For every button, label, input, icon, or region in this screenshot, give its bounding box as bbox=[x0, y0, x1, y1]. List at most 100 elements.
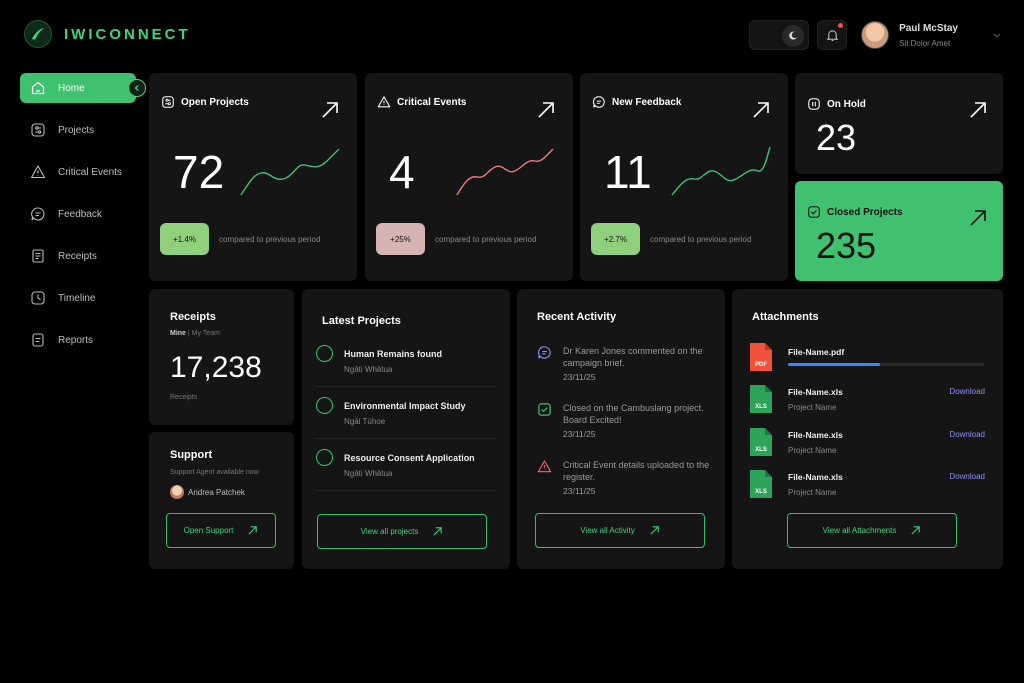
on-hold-card[interactable]: On Hold 23 bbox=[795, 73, 1003, 174]
tab-mine[interactable]: Mine bbox=[170, 330, 186, 337]
sidebar-item-home[interactable]: Home bbox=[20, 73, 146, 103]
file-name: File-Name.xls bbox=[788, 472, 843, 482]
sidebar-item-label: Reports bbox=[58, 334, 94, 346]
card-title: Open Projects bbox=[181, 96, 249, 108]
open-projects-card[interactable]: Open Projects 72 +1.4% compared to previ… bbox=[149, 73, 357, 281]
arrow-up-right-icon bbox=[911, 526, 921, 535]
card-title: Critical Events bbox=[397, 96, 467, 108]
notifications-button[interactable] bbox=[817, 20, 848, 50]
project-title: Resource Consent Application bbox=[344, 453, 475, 463]
support-card: Support Support Agent available now Andr… bbox=[149, 432, 294, 569]
activity-text: Critical Event details uploaded to the r… bbox=[563, 460, 710, 482]
sidebar-item-label: Feedback bbox=[58, 208, 102, 220]
download-link[interactable]: Download bbox=[949, 430, 985, 439]
closed-projects-value: 235 bbox=[816, 225, 877, 266]
sidebar-item-label: Timeline bbox=[58, 292, 96, 304]
new-feedback-delta-badge: +2.7% bbox=[591, 223, 640, 255]
sidebar-item-projects[interactable]: Projects bbox=[20, 115, 144, 145]
file-project: Project Name bbox=[788, 446, 837, 455]
closed-projects-card[interactable]: Closed Projects 235 bbox=[795, 181, 1003, 281]
receipts-value: 17,238 bbox=[170, 351, 262, 384]
critical-events-card[interactable]: Critical Events 4 +25% compared to previ… bbox=[365, 73, 573, 281]
upload-progress-bar bbox=[788, 363, 984, 366]
new-feedback-card[interactable]: New Feedback 11 +2.7% compared to previo… bbox=[580, 73, 788, 281]
button-label: View all projects bbox=[360, 527, 419, 536]
list-item[interactable]: Resource Consent Application Ngāti Whātu… bbox=[314, 447, 496, 491]
sidebar-item-reports[interactable]: Reports bbox=[20, 325, 144, 355]
attachment-row[interactable]: PDF File-Name.pdf bbox=[750, 343, 985, 373]
agent-name: Andrea Patchek bbox=[188, 487, 245, 497]
download-link[interactable]: Download bbox=[949, 472, 985, 481]
open-support-button[interactable]: Open Support bbox=[166, 513, 276, 548]
brand-name: IWICONNECT bbox=[64, 25, 191, 43]
attachments-title: Attachments bbox=[752, 311, 819, 323]
recent-activity-title: Recent Activity bbox=[537, 311, 617, 323]
receipts-title: Receipts bbox=[170, 311, 216, 323]
arrow-up-right-icon bbox=[248, 526, 258, 535]
status-circle-icon bbox=[316, 449, 333, 466]
view-all-projects-button[interactable]: View all projects bbox=[317, 514, 487, 549]
card-title: On Hold bbox=[827, 98, 866, 110]
download-link[interactable]: Download bbox=[949, 387, 985, 396]
pause-icon bbox=[808, 98, 820, 110]
activity-date: 23/11/25 bbox=[563, 486, 596, 496]
project-title: Environmental Impact Study bbox=[344, 401, 466, 411]
warning-icon bbox=[30, 165, 46, 179]
on-hold-value: 23 bbox=[816, 117, 857, 158]
arrow-up-right-icon[interactable] bbox=[968, 208, 988, 228]
sidebar-item-timeline[interactable]: Timeline bbox=[20, 283, 144, 313]
list-item[interactable]: Human Remains found Ngāti Whātua bbox=[314, 343, 496, 387]
receipts-caption: Receipts bbox=[170, 394, 198, 401]
arrow-up-right-icon[interactable] bbox=[751, 100, 771, 120]
compare-text: compared to previous period bbox=[650, 235, 752, 244]
attachment-row[interactable]: XLS File-Name.xls Project Name Download bbox=[750, 428, 985, 458]
file-type-label: XLS bbox=[755, 489, 767, 495]
sidebar-item-label: Receipts bbox=[58, 250, 97, 262]
avatar bbox=[861, 21, 890, 49]
sidebar-item-critical-events[interactable]: Critical Events bbox=[20, 157, 144, 187]
brand-logo[interactable]: IWICONNECT bbox=[24, 20, 191, 48]
arrow-up-right-icon[interactable] bbox=[968, 100, 988, 120]
user-subtitle: Sit Dolor Amet bbox=[899, 38, 951, 48]
status-circle-icon bbox=[316, 397, 333, 414]
new-feedback-sparkline bbox=[671, 146, 771, 196]
arrow-up-right-icon bbox=[650, 526, 659, 535]
critical-events-value: 4 bbox=[389, 146, 415, 198]
project-subtitle: Ngāi Tūhoe bbox=[344, 417, 386, 426]
file-type-label: XLS bbox=[755, 447, 767, 453]
open-projects-delta-badge: +1.4% bbox=[160, 223, 209, 255]
activity-text: Dr Karen Jones commented on the campaign… bbox=[563, 346, 703, 368]
user-menu[interactable]: Paul McStay Sit Dolor Amet bbox=[861, 21, 1002, 49]
attachment-row[interactable]: XLS File-Name.xls Project Name Download bbox=[750, 385, 985, 415]
compare-text: compared to previous period bbox=[435, 235, 537, 244]
collapse-sidebar-button[interactable] bbox=[128, 79, 146, 97]
arrow-up-right-icon[interactable] bbox=[320, 100, 340, 120]
xls-file-icon: XLS bbox=[750, 385, 772, 413]
tab-separator: | bbox=[185, 330, 192, 337]
sidebar-item-receipts[interactable]: Receipts bbox=[20, 241, 144, 271]
support-title: Support bbox=[170, 449, 213, 461]
critical-events-sparkline bbox=[456, 148, 554, 196]
view-all-activity-button[interactable]: View all Activity bbox=[535, 513, 705, 548]
chat-icon bbox=[538, 346, 551, 359]
recent-activity-card: Recent Activity Dr Karen Jones commented… bbox=[517, 289, 725, 569]
home-icon bbox=[31, 81, 45, 95]
file-project: Project Name bbox=[788, 488, 837, 497]
list-item[interactable]: Environmental Impact Study Ngāi Tūhoe bbox=[314, 395, 496, 439]
sidebar-item-feedback[interactable]: Feedback bbox=[20, 199, 144, 229]
file-project: Project Name bbox=[788, 403, 837, 412]
sidebar: Home Projects Critical Events Feedback R… bbox=[20, 73, 146, 367]
notification-dot bbox=[838, 23, 844, 28]
report-icon bbox=[32, 333, 44, 347]
chevron-down-icon[interactable] bbox=[992, 30, 1002, 40]
receipts-card: Receipts Mine | My Team 17,238 Receipts bbox=[149, 289, 294, 425]
theme-toggle[interactable] bbox=[749, 20, 810, 50]
arrow-up-right-icon[interactable] bbox=[536, 100, 556, 120]
card-title: New Feedback bbox=[612, 96, 682, 108]
attachment-row[interactable]: XLS File-Name.xls Project Name Download bbox=[750, 470, 985, 500]
user-name: Paul McStay bbox=[899, 22, 958, 34]
view-all-attachments-button[interactable]: View all Attachments bbox=[787, 513, 957, 548]
support-caption: Support Agent available now bbox=[170, 469, 259, 476]
tab-my-team[interactable]: My Team bbox=[191, 330, 220, 337]
compare-text: compared to previous period bbox=[219, 235, 321, 244]
